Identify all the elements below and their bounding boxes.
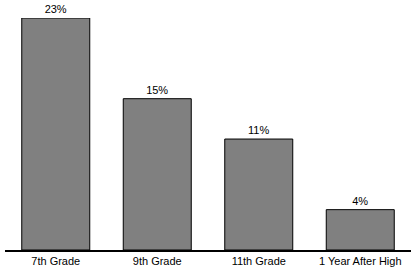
- svg-text:9th Grade: 9th Grade: [133, 255, 182, 267]
- svg-text:4%: 4%: [352, 195, 368, 207]
- svg-text:15%: 15%: [146, 84, 168, 96]
- svg-text:7th Grade: 7th Grade: [31, 255, 80, 267]
- svg-text:11th Grade: 11th Grade: [232, 255, 286, 267]
- svg-text:23%: 23%: [45, 3, 67, 15]
- svg-text:11%: 11%: [248, 124, 269, 136]
- svg-text:1 Year After High: 1 Year After High: [319, 255, 402, 267]
